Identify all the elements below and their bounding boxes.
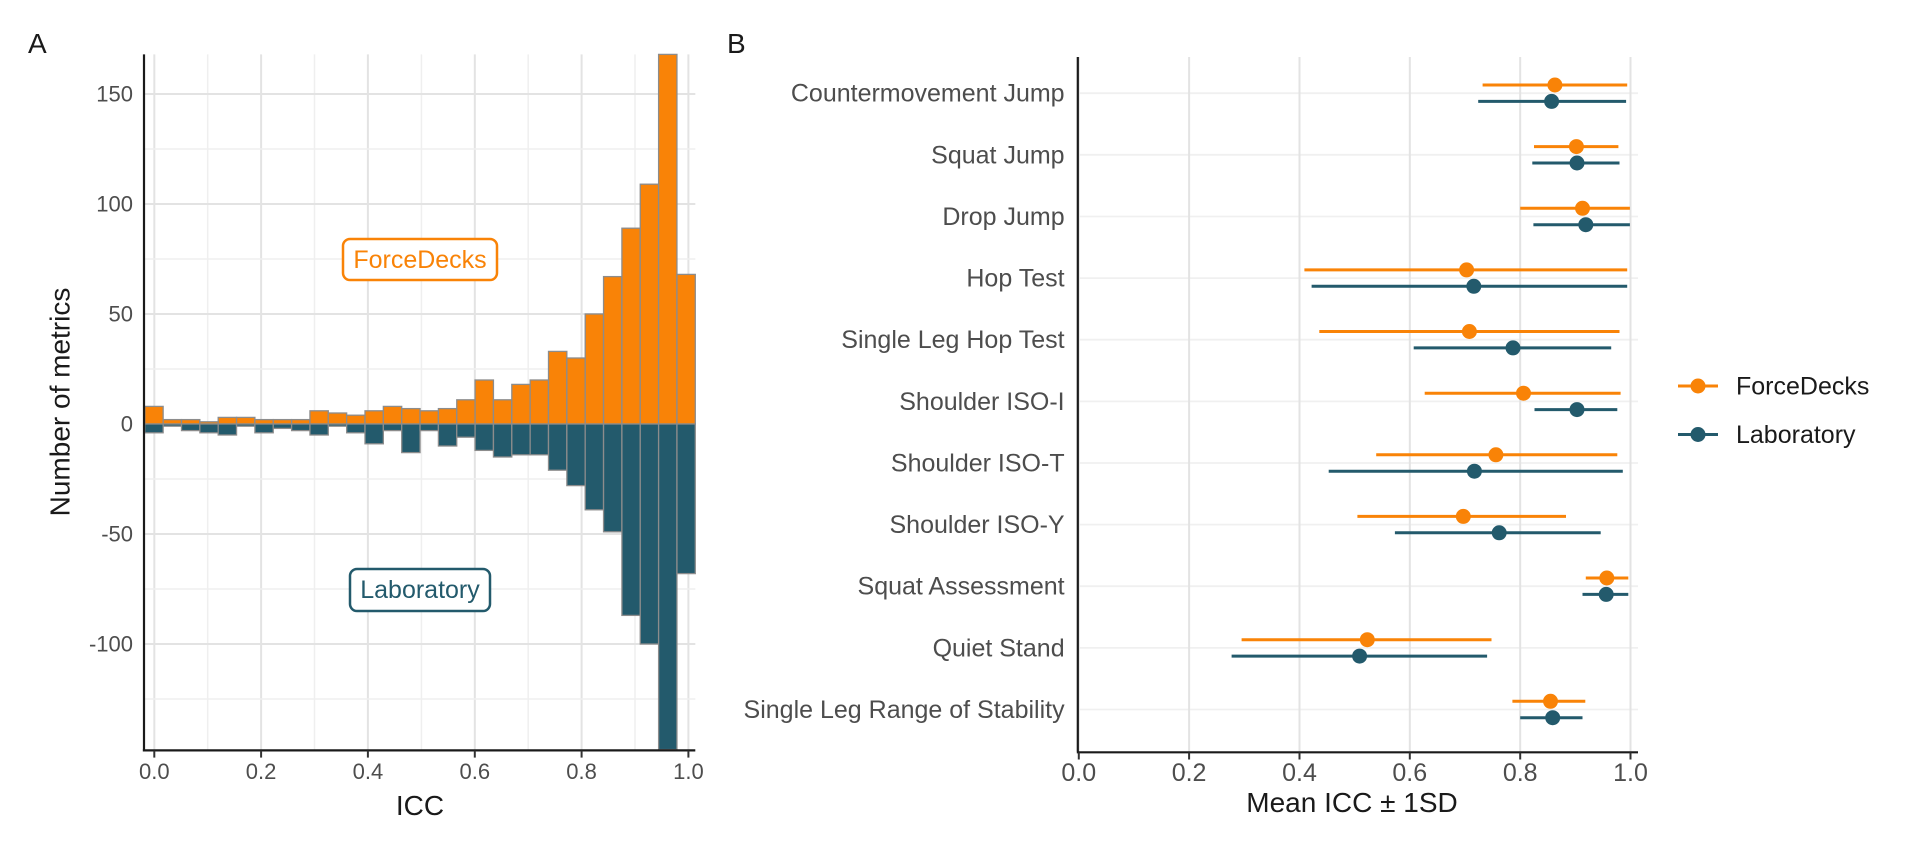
svg-text:0.6: 0.6: [1392, 759, 1427, 787]
svg-text:0.6: 0.6: [460, 759, 491, 784]
svg-text:ForceDecks: ForceDecks: [1736, 373, 1869, 401]
svg-text:Number of metrics: Number of metrics: [45, 288, 76, 517]
svg-text:0.4: 0.4: [353, 759, 384, 784]
svg-text:ForceDecks: ForceDecks: [353, 246, 486, 274]
svg-text:Mean ICC ± 1SD: Mean ICC ± 1SD: [1246, 787, 1457, 818]
svg-text:Single Leg Hop Test: Single Leg Hop Test: [841, 326, 1064, 354]
svg-text:0.0: 0.0: [139, 759, 170, 784]
svg-text:50: 50: [109, 302, 133, 327]
svg-text:Countermovement Jump: Countermovement Jump: [791, 80, 1065, 108]
svg-text:Shoulder ISO-I: Shoulder ISO-I: [899, 388, 1064, 416]
svg-text:0.2: 0.2: [246, 759, 277, 784]
svg-text:Drop Jump: Drop Jump: [942, 203, 1064, 231]
svg-text:1.0: 1.0: [1613, 759, 1648, 787]
svg-text:0.8: 0.8: [1503, 759, 1538, 787]
svg-text:Squat Assessment: Squat Assessment: [858, 573, 1065, 601]
svg-text:Laboratory: Laboratory: [1736, 421, 1856, 449]
svg-text:100: 100: [96, 192, 133, 217]
svg-text:A: A: [28, 28, 47, 59]
svg-text:150: 150: [96, 82, 133, 107]
svg-text:Shoulder ISO-T: Shoulder ISO-T: [891, 450, 1065, 478]
svg-text:0.2: 0.2: [1172, 759, 1207, 787]
svg-text:Squat Jump: Squat Jump: [931, 141, 1064, 169]
svg-text:Quiet Stand: Quiet Stand: [933, 634, 1065, 662]
svg-text:Single Leg Range of Stability: Single Leg Range of Stability: [744, 696, 1066, 724]
svg-text:ICC: ICC: [396, 790, 444, 821]
svg-text:1.0: 1.0: [673, 759, 704, 784]
svg-text:Laboratory: Laboratory: [360, 576, 480, 604]
svg-text:0.8: 0.8: [566, 759, 597, 784]
svg-text:0: 0: [121, 412, 133, 437]
svg-text:-50: -50: [101, 522, 133, 547]
svg-text:B: B: [727, 28, 746, 59]
svg-text:Shoulder ISO-Y: Shoulder ISO-Y: [890, 511, 1065, 539]
svg-text:-100: -100: [89, 632, 133, 657]
svg-text:Hop Test: Hop Test: [966, 265, 1064, 293]
svg-text:0.4: 0.4: [1282, 759, 1317, 787]
svg-text:0.0: 0.0: [1061, 759, 1096, 787]
